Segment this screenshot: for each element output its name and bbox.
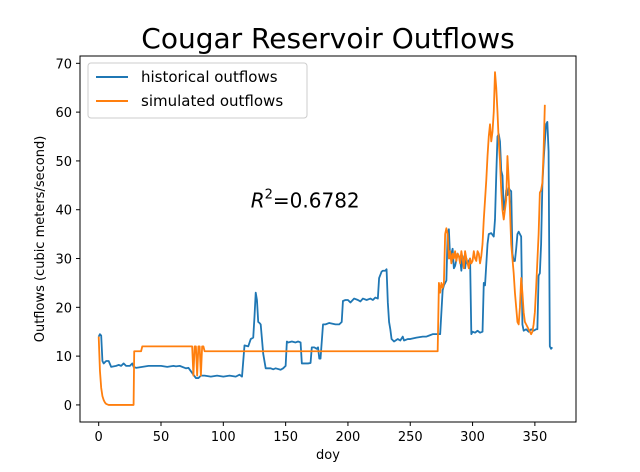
legend-box — [87, 62, 308, 119]
y-tick-label: 60 — [55, 106, 72, 121]
x-tick-label: 200 — [336, 430, 361, 445]
y-tick-label: 30 — [55, 253, 72, 268]
legend-label-historical: historical outflows — [141, 68, 278, 86]
y-axis: 0 10 20 30 40 50 60 70 — [55, 57, 80, 414]
x-tick-label: 350 — [522, 430, 547, 445]
legend: historical outflows simulated outflows — [87, 62, 308, 119]
chart-title: Cougar Reservoir Outflows — [141, 22, 514, 55]
series-line-historical — [97, 120, 554, 379]
plot-frame — [79, 55, 577, 423]
x-tick-label: 250 — [398, 430, 423, 445]
x-axis-label: doy — [316, 448, 340, 463]
x-tick-label: 150 — [273, 430, 298, 445]
y-tick-label: 40 — [55, 204, 72, 219]
r-squared-annotation: R2=0.6782 — [251, 187, 360, 212]
y-tick-label: 20 — [55, 301, 72, 316]
y-tick-label: 70 — [55, 57, 72, 72]
r-squared-symbol: R — [251, 188, 265, 212]
y-tick-label: 0 — [64, 399, 72, 414]
x-tick-label: 0 — [95, 430, 103, 445]
y-tick-label: 10 — [55, 350, 72, 365]
x-tick-label: 300 — [460, 430, 485, 445]
series-line-simulated — [97, 71, 546, 406]
series-layer — [97, 71, 554, 406]
r-squared-exponent: 2 — [265, 187, 273, 202]
x-axis: 0 50 100 150 200 250 300 350 — [95, 422, 547, 445]
legend-label-simulated: simulated outflows — [141, 92, 283, 110]
x-tick-label: 100 — [211, 430, 236, 445]
y-axis-label: Outflows (cubic meters/second) — [33, 136, 48, 343]
r-squared-value: =0.6782 — [273, 188, 360, 212]
y-tick-label: 50 — [55, 155, 72, 170]
x-tick-label: 50 — [153, 430, 170, 445]
plot-area — [79, 55, 577, 423]
